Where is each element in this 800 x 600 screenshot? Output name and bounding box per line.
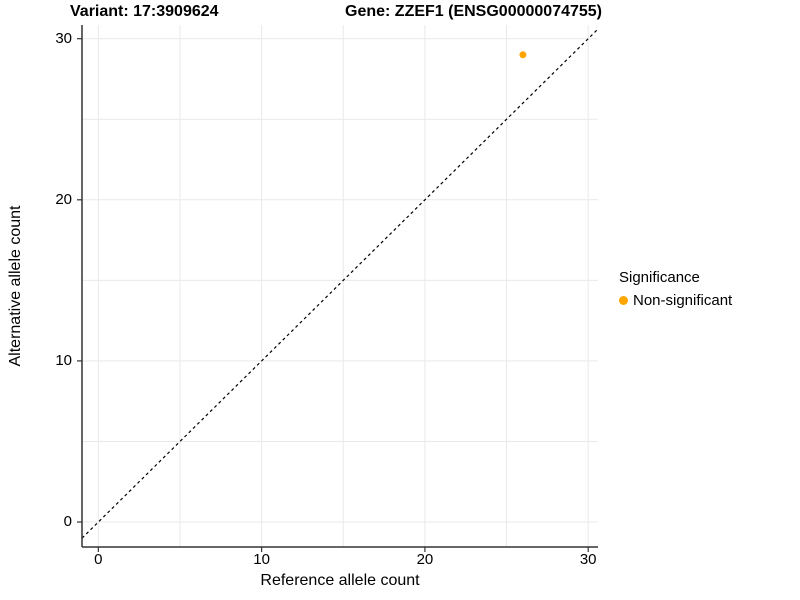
gene-title: Gene: ZZEF1 (ENSG00000074755) (345, 3, 603, 20)
y-tick-label: 20 (55, 190, 72, 208)
y-tick-label: 10 (55, 351, 72, 369)
x-tick-label: 20 (416, 551, 434, 568)
legend-title: Significance (619, 269, 700, 286)
legend-entry-label: Non-significant (633, 292, 733, 309)
x-tick-label: 30 (579, 551, 597, 568)
y-tick-label: 30 (55, 29, 72, 47)
legend-entry-non-significant: Non-significant (619, 292, 732, 309)
y-axis-title: Alternative allele count (7, 205, 24, 367)
data-point (519, 51, 527, 59)
variant-title: Variant: 17:3909624 (70, 3, 219, 20)
y-tick-label: 0 (63, 513, 72, 531)
x-tick-label: 0 (94, 551, 103, 568)
identity-line (81, 28, 599, 539)
legend: Significance Non-significant (619, 269, 732, 309)
x-tick-label: 10 (253, 551, 270, 568)
legend-key-dot-icon (619, 296, 628, 305)
x-axis-title: Reference allele count (260, 572, 420, 589)
